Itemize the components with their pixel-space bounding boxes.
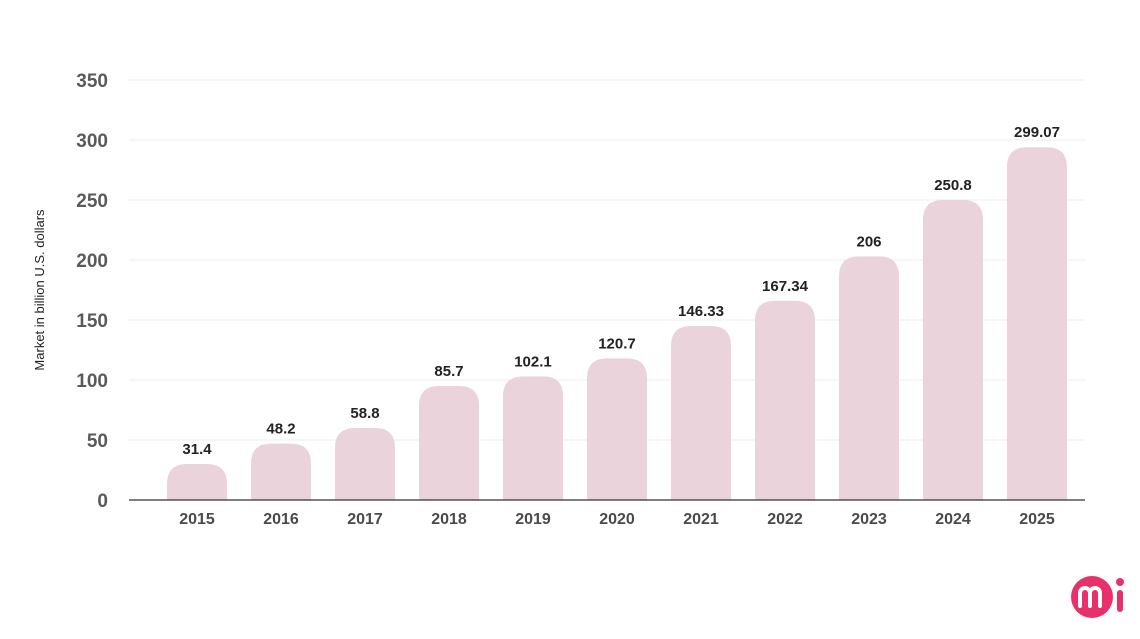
data-label-2022: 167.34 (762, 278, 809, 295)
y-tick-label: 300 (76, 131, 108, 152)
y-tick-label: 200 (76, 251, 108, 272)
bar-2015 (167, 464, 227, 500)
data-label-2016: 48.2 (266, 421, 295, 438)
x-tick-label-2020: 2020 (599, 511, 635, 528)
y-axis-ticks: 0 50 100 150 200 250 300 350 (76, 71, 108, 512)
bar-2024 (923, 200, 983, 500)
x-tick-label-2021: 2021 (683, 511, 719, 528)
data-labels: 31.4 48.2 58.8 85.7 102.1 120.7 146.33 167.34 20… (182, 124, 1060, 458)
bar-2023 (839, 256, 899, 500)
x-tick-label-2025: 2025 (1019, 511, 1055, 528)
data-label-2019: 102.1 (514, 353, 552, 370)
x-tick-label-2017: 2017 (347, 511, 383, 528)
grid-lines (129, 79, 1085, 441)
data-label-2025: 299.07 (1014, 124, 1060, 141)
mi-logo-icon (1071, 576, 1124, 618)
bar-2022 (755, 300, 815, 500)
x-axis-ticks: 2015 2016 2017 2018 2019 2020 2021 2022 2023 2024… (179, 511, 1055, 528)
x-tick-label-2015: 2015 (179, 511, 215, 528)
x-tick-label-2023: 2023 (851, 511, 887, 528)
y-tick-label: 250 (76, 191, 108, 212)
bar-2017 (335, 428, 395, 500)
bar-2021 (671, 326, 731, 500)
y-tick-label: 150 (76, 311, 108, 332)
data-label-2020: 120.7 (598, 335, 636, 352)
y-tick-label: 350 (76, 71, 108, 92)
bar-2016 (251, 443, 311, 500)
data-label-2015: 31.4 (182, 441, 212, 458)
y-tick-label: 50 (87, 431, 108, 452)
y-tick-label: 100 (76, 371, 108, 392)
bar-2019 (503, 376, 563, 500)
bar-2020 (587, 358, 647, 500)
x-tick-label-2019: 2019 (515, 511, 551, 528)
bar-2025 (1007, 147, 1067, 500)
data-label-2017: 58.8 (350, 405, 379, 422)
y-tick-label: 0 (97, 491, 108, 512)
x-tick-label-2024: 2024 (935, 511, 971, 528)
data-label-2018: 85.7 (434, 363, 463, 380)
x-tick-label-2018: 2018 (431, 511, 467, 528)
bars (167, 147, 1067, 500)
bar-2018 (419, 386, 479, 500)
data-label-2024: 250.8 (934, 177, 972, 194)
y-axis-label: Market in billion U.S. dollars (32, 209, 47, 371)
data-label-2023: 206 (856, 233, 881, 250)
x-tick-label-2016: 2016 (263, 511, 299, 528)
x-tick-label-2022: 2022 (767, 511, 803, 528)
data-label-2021: 146.33 (678, 303, 724, 320)
